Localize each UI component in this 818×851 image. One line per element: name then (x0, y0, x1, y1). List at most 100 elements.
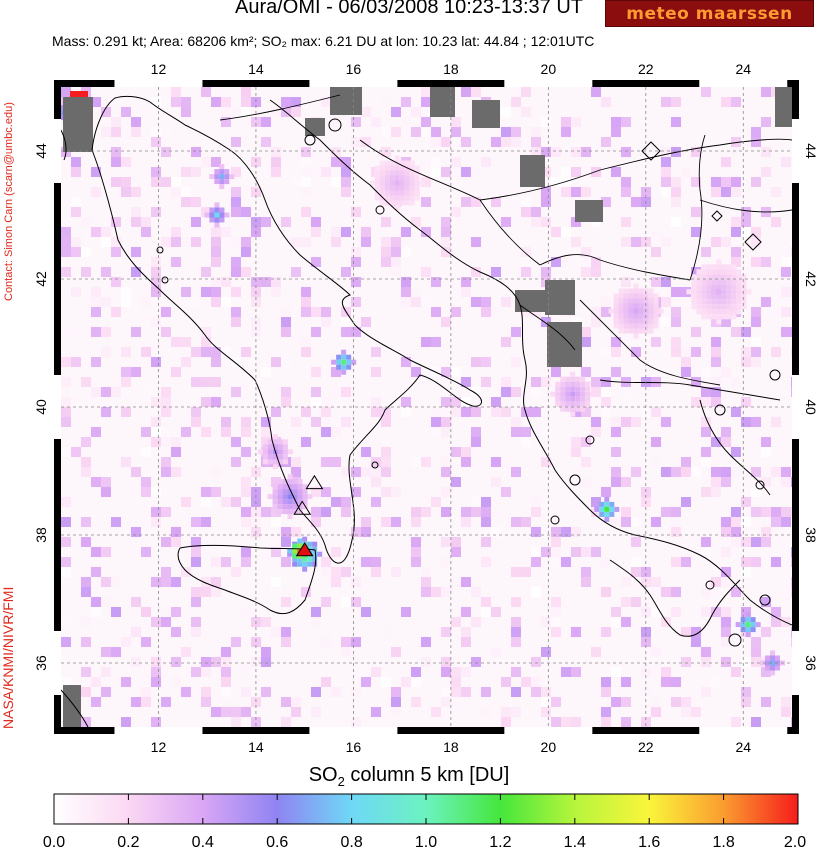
so2-plume-pixel (272, 464, 278, 470)
so2-plume-pixel (219, 164, 225, 170)
so2-plume-pixel (262, 439, 268, 445)
so2-pixel (571, 187, 581, 197)
so2-pixel (281, 597, 291, 607)
so2-plume-pixel (262, 454, 268, 460)
so2-plume-pixel (399, 200, 405, 206)
so2-pixel (511, 517, 521, 527)
so2-pixel (401, 287, 411, 297)
so2-pixel (401, 227, 411, 237)
so2-pixel (711, 577, 721, 587)
so2-pixel (351, 467, 361, 477)
so2-pixel (161, 467, 171, 477)
so2-plume-pixel (638, 308, 644, 314)
so2-pixel (741, 357, 751, 367)
so2-pixel (751, 657, 761, 667)
so2-pixel (61, 417, 71, 427)
so2-plume-pixel (701, 314, 707, 320)
so2-pixel (721, 567, 731, 577)
so2-pixel (61, 517, 71, 527)
so2-pixel (141, 477, 151, 487)
so2-plume-pixel (628, 298, 634, 304)
so2-pixel-layer (61, 87, 792, 727)
so2-pixel (481, 157, 491, 167)
so2-plume-pixel (331, 359, 337, 365)
so2-pixel (611, 337, 621, 347)
so2-pixel (311, 257, 321, 267)
so2-pixel (591, 497, 601, 507)
so2-pixel (521, 107, 531, 117)
so2-plume-pixel (580, 401, 586, 407)
so2-pixel (621, 517, 631, 527)
so2-pixel (451, 127, 461, 137)
so2-pixel (391, 517, 401, 527)
so2-plume-pixel (741, 274, 747, 280)
so2-pixel (451, 677, 461, 687)
so2-pixel (721, 657, 731, 667)
so2-plume-pixel (209, 212, 215, 218)
so2-pixel (601, 197, 611, 207)
so2-pixel (481, 597, 491, 607)
so2-pixel (481, 197, 491, 207)
so2-pixel (411, 297, 421, 307)
so2-pixel (191, 167, 201, 177)
so2-pixel (781, 257, 791, 267)
so2-plume-pixel (745, 617, 751, 623)
colorbar-tick-label: 1.2 (489, 834, 511, 851)
so2-pixel (151, 437, 161, 447)
so2-pixel (441, 557, 451, 567)
so2-pixel (631, 517, 641, 527)
so2-pixel (131, 187, 141, 197)
so2-pixel (91, 607, 101, 617)
so2-pixel (671, 697, 681, 707)
so2-pixel (671, 137, 681, 147)
so2-pixel (791, 347, 792, 357)
so2-pixel (441, 657, 451, 667)
so2-pixel (461, 407, 471, 417)
so2-plume-pixel (277, 479, 283, 485)
so2-plume-pixel (745, 622, 751, 628)
so2-pixel (551, 627, 561, 637)
so2-plume-pixel (404, 195, 410, 201)
so2-pixel (731, 587, 741, 597)
so2-pixel (521, 197, 531, 207)
so2-pixel (511, 127, 521, 137)
so2-pixel (291, 427, 301, 437)
so2-plume-pixel (262, 449, 268, 455)
so2-pixel (291, 237, 301, 247)
so2-plume-pixel (633, 323, 639, 329)
so2-pixel (61, 397, 71, 407)
so2-plume-pixel (302, 494, 308, 500)
so2-pixel (441, 137, 451, 147)
so2-pixel (411, 697, 421, 707)
so2-pixel (391, 267, 401, 277)
so2-pixel (571, 237, 581, 247)
so2-pixel (61, 247, 71, 257)
so2-plume-pixel (404, 180, 410, 186)
so2-plume-pixel (741, 299, 747, 305)
so2-pixel (311, 517, 321, 527)
so2-pixel (751, 137, 761, 147)
so2-pixel (711, 387, 721, 397)
so2-pixel (631, 597, 641, 607)
so2-plume-pixel (585, 401, 591, 407)
so2-pixel (141, 637, 151, 647)
so2-pixel (751, 417, 761, 427)
lon-tick-label-top: 18 (443, 61, 459, 77)
so2-pixel (271, 577, 281, 587)
so2-pixel (661, 667, 671, 677)
so2-plume-pixel (394, 175, 400, 181)
so2-pixel (491, 307, 501, 317)
so2-pixel (151, 267, 161, 277)
so2-pixel (321, 97, 331, 107)
so2-pixel (151, 507, 161, 517)
sardinia-coastline (61, 689, 89, 727)
so2-plume-pixel (706, 304, 712, 310)
so2-pixel (141, 427, 151, 437)
so2-pixel (611, 697, 621, 707)
so2-pixel (621, 507, 631, 517)
so2-plume-pixel (267, 459, 273, 465)
so2-pixel (131, 467, 141, 477)
so2-pixel (151, 577, 161, 587)
so2-pixel (131, 117, 141, 127)
